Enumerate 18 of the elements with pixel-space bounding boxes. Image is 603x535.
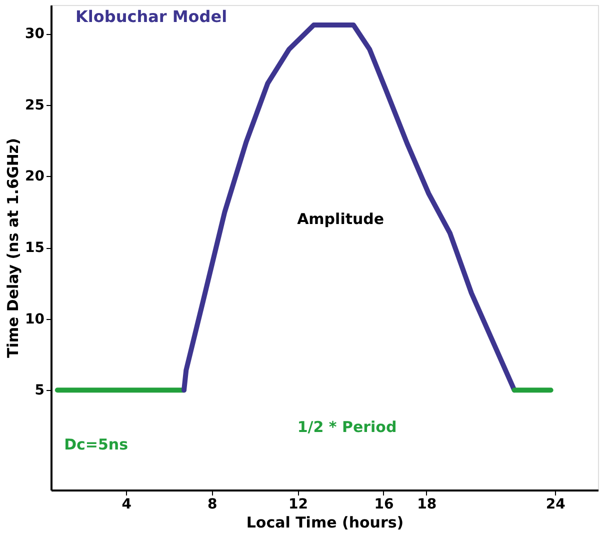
- x-tick-label: 24: [546, 496, 566, 512]
- chart-title: Klobuchar Model: [76, 7, 228, 26]
- x-tick-label: 12: [288, 496, 308, 512]
- x-tick-label: 18: [417, 496, 437, 512]
- annotation: Dc=5ns: [64, 435, 128, 454]
- x-tick-label: 16: [374, 496, 394, 512]
- y-tick-label: 5: [34, 382, 44, 399]
- y-tick-label: 20: [25, 168, 45, 185]
- x-axis-title: Local Time (hours): [246, 514, 404, 532]
- annotation: Amplitude: [297, 210, 384, 228]
- annotation: 1/2 * Period: [297, 418, 397, 436]
- y-tick-label: 10: [25, 311, 45, 328]
- y-axis-title: Time Delay (ns at 1.6GHz): [4, 138, 22, 358]
- y-tick-label: 15: [25, 240, 44, 256]
- x-tick-label: 8: [208, 496, 218, 512]
- x-tick-label: 4: [122, 496, 132, 512]
- y-tick-label: 30: [25, 26, 45, 42]
- y-tick-label: 25: [25, 97, 44, 114]
